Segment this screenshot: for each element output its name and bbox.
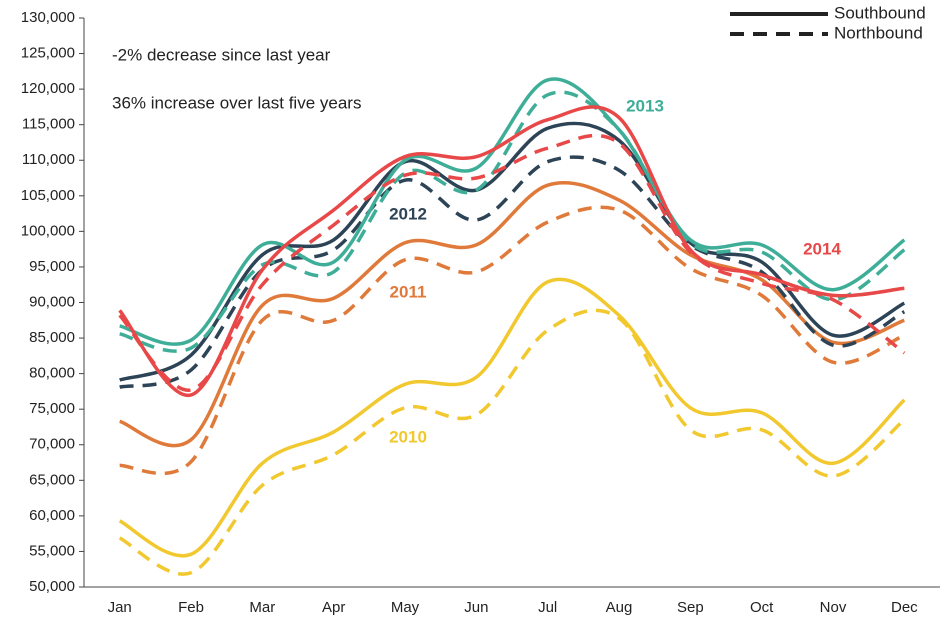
y-tick-label: 60,000 — [29, 507, 75, 524]
y-tick-label: 50,000 — [29, 578, 75, 595]
x-tick-label: May — [391, 599, 420, 616]
y-tick-label: 75,000 — [29, 400, 75, 417]
y-tick-label: 100,000 — [21, 222, 75, 239]
y-tick-label: 90,000 — [29, 293, 75, 310]
x-tick-label: Mar — [249, 599, 275, 616]
x-tick-label: Aug — [606, 599, 633, 616]
x-tick-label: Oct — [750, 599, 774, 616]
line — [118, 308, 906, 576]
x-tick-label: Dec — [891, 599, 918, 616]
y-tick-label: 115,000 — [22, 116, 75, 133]
y-tick-label: 110,000 — [22, 151, 75, 168]
line — [118, 277, 906, 558]
y-tick-label: 105,000 — [21, 187, 75, 204]
line — [119, 121, 906, 382]
x-tick-label: Sep — [677, 599, 704, 616]
legend-label: Southbound — [834, 3, 926, 22]
x-tick-label: Feb — [178, 599, 204, 616]
x-tick-label: Jun — [464, 599, 488, 616]
y-tick-label: 130,000 — [21, 9, 75, 26]
legend-label: Northbound — [834, 23, 923, 42]
y-tick-label: 120,000 — [21, 80, 75, 97]
y-tick-label: 55,000 — [29, 542, 75, 559]
x-tick-label: Jan — [108, 599, 132, 616]
y-tick-label: 95,000 — [29, 258, 75, 275]
series-label: 2012 — [389, 204, 427, 223]
line — [119, 90, 906, 353]
x-tick-label: Nov — [820, 599, 847, 616]
series-label: 2014 — [803, 239, 841, 258]
line — [118, 105, 905, 397]
x-tick-label: Apr — [322, 599, 345, 616]
series-label: 2010 — [389, 427, 427, 446]
y-tick-label: 70,000 — [29, 436, 75, 453]
line — [118, 133, 906, 392]
series-label: 2011 — [390, 282, 427, 301]
line — [119, 205, 906, 476]
y-tick-label: 125,000 — [21, 45, 75, 62]
series-label: 2013 — [626, 96, 664, 115]
y-tick-label: 80,000 — [29, 365, 75, 382]
annotation: -2% decrease since last year — [112, 45, 331, 64]
line — [119, 77, 906, 346]
annotation: 36% increase over last five years — [112, 93, 361, 112]
x-tick-label: Jul — [538, 599, 557, 616]
y-tick-label: 85,000 — [29, 329, 75, 346]
y-tick-label: 65,000 — [29, 471, 75, 488]
